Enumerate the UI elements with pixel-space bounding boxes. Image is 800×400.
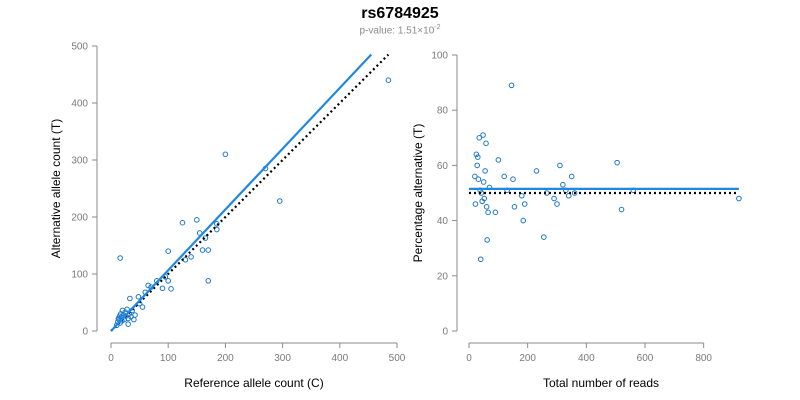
data-point <box>557 162 563 169</box>
y-tick-label: 20 <box>437 271 449 282</box>
data-point <box>484 237 490 243</box>
x-tick-label: 0 <box>108 353 114 364</box>
data-point <box>188 254 194 260</box>
data-point <box>165 278 171 284</box>
x-axis-title: Total number of reads <box>543 376 659 390</box>
y-axis-title: Percentage alternative (T) <box>411 124 425 263</box>
x-tick-label: 600 <box>637 353 654 364</box>
data-point <box>222 151 229 158</box>
data-point <box>495 157 502 163</box>
data-point <box>480 179 487 185</box>
x-tick-label: 200 <box>217 353 234 364</box>
chart-title: rs6784925 <box>361 5 439 22</box>
data-point <box>483 140 489 147</box>
data-point <box>473 151 480 158</box>
data-point <box>520 217 527 224</box>
y-tick-label: 80 <box>437 106 449 117</box>
data-point <box>474 162 481 169</box>
fit-line <box>110 53 373 332</box>
x-axis-title: Reference allele count (C) <box>184 376 323 390</box>
data-point <box>614 159 620 166</box>
y-tick-label: 300 <box>71 156 88 167</box>
data-point <box>131 316 137 323</box>
data-point <box>551 195 557 202</box>
data-point <box>510 176 516 182</box>
data-point <box>511 204 518 210</box>
data-point <box>736 195 742 202</box>
reference-line <box>110 53 390 332</box>
data-point <box>385 77 392 83</box>
y-tick-label: 100 <box>71 270 88 281</box>
data-point <box>179 219 186 226</box>
chart-subtitle: p-value: 1.51×10-2 <box>0 24 800 36</box>
data-point <box>145 282 151 289</box>
allele-count-panel: 0 100 200 300 400 500 0 100 200 300 400 500 Referenc… <box>49 42 406 391</box>
data-point <box>571 190 578 196</box>
y-tick-label: 200 <box>71 213 88 224</box>
x-tick-label: 400 <box>331 353 348 364</box>
data-point <box>508 82 515 89</box>
data-point <box>480 132 486 138</box>
y-tick-label: 0 <box>82 327 88 338</box>
data-point <box>554 201 560 207</box>
data-point <box>475 154 481 160</box>
data-point <box>139 304 146 310</box>
data-point <box>214 221 220 227</box>
data-point <box>199 247 206 253</box>
y-axis-title: Alternative allele count (T) <box>49 119 63 258</box>
data-point <box>618 206 625 213</box>
data-point <box>132 312 138 318</box>
percentage-panel: 0 200 400 600 800 0 20 40 60 80 100 Total number of… <box>411 51 742 390</box>
data-point <box>165 248 171 254</box>
data-point <box>194 217 200 223</box>
data-point <box>541 234 547 240</box>
data-point <box>205 247 212 253</box>
data-point <box>168 286 174 292</box>
data-point <box>124 306 130 313</box>
y-tick-label: 60 <box>437 161 449 172</box>
data-point <box>127 295 133 302</box>
data-point <box>475 176 482 182</box>
data-point <box>560 181 566 188</box>
data-point <box>519 192 525 199</box>
y-tick-label: 0 <box>442 327 448 338</box>
data-point <box>135 294 142 300</box>
x-tick-label: 200 <box>519 353 536 364</box>
data-point <box>533 168 540 174</box>
data-point <box>276 198 283 204</box>
data-point <box>205 278 212 284</box>
data-point <box>501 173 508 180</box>
data-point <box>481 195 488 202</box>
data-point <box>485 209 491 216</box>
data-point <box>472 173 478 180</box>
data-point <box>521 201 528 207</box>
x-tick-label: 100 <box>160 353 177 364</box>
data-point <box>472 201 479 207</box>
x-tick-label: 400 <box>578 353 595 364</box>
p-value-text: p-value: 1.51×10 <box>359 25 435 37</box>
data-point <box>476 135 483 141</box>
y-tick-label: 100 <box>431 51 448 62</box>
data-point <box>565 192 572 199</box>
data-point <box>477 256 484 263</box>
data-point <box>492 209 499 216</box>
data-point <box>568 173 575 180</box>
x-tick-label: 0 <box>466 353 472 364</box>
data-point <box>117 255 123 261</box>
x-tick-label: 300 <box>274 353 291 364</box>
data-point <box>125 321 131 327</box>
y-tick-label: 400 <box>71 99 88 110</box>
y-tick-label: 500 <box>71 42 88 53</box>
data-point <box>483 204 490 210</box>
x-tick-label: 800 <box>695 353 712 364</box>
p-value-exponent: -2 <box>434 24 441 31</box>
x-tick-label: 500 <box>389 353 406 364</box>
data-point <box>159 285 166 292</box>
data-point <box>214 226 220 233</box>
data-point <box>482 168 488 174</box>
y-tick-label: 40 <box>437 216 449 227</box>
